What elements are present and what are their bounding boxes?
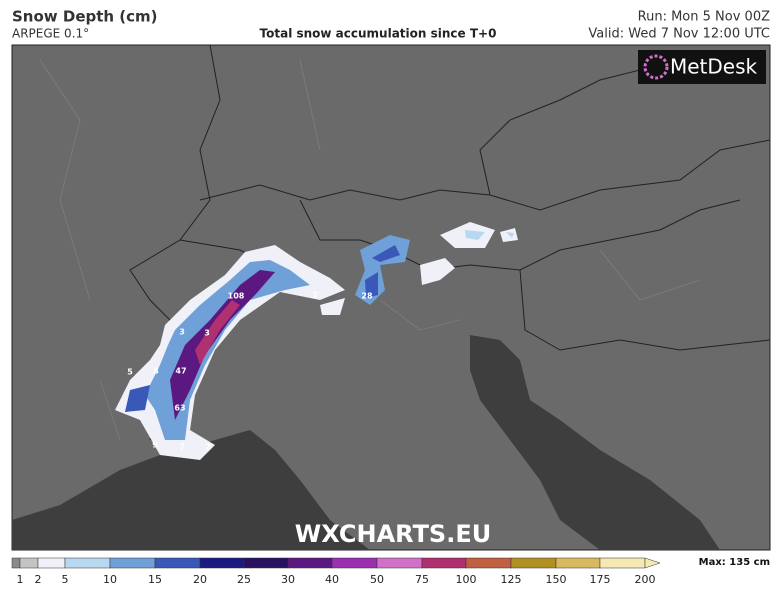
max-label: Max: 135 cm xyxy=(699,557,770,568)
spot-value: 7 xyxy=(179,443,185,452)
spot-value: 28 xyxy=(361,292,373,301)
legend-tick-label: 150 xyxy=(546,573,567,586)
legend-tick-label: 5 xyxy=(62,573,69,586)
spot-value: 63 xyxy=(174,404,185,413)
title: Snow Depth (cm) xyxy=(12,8,158,26)
model: ARPEGE 0.1° xyxy=(12,27,89,41)
legend-swatch xyxy=(465,557,512,569)
legend-swatch xyxy=(421,557,467,569)
legend-tick-label: 20 xyxy=(193,573,207,586)
legend-swatch xyxy=(11,557,21,569)
spot-value: 47 xyxy=(175,367,186,376)
legend-tick-label: 1 xyxy=(17,573,24,586)
legend-swatch xyxy=(555,557,601,569)
legend-swatch xyxy=(287,557,333,569)
logo-box: MetDesk xyxy=(638,50,766,84)
legend-swatch xyxy=(64,557,111,569)
legend-tick-label: 175 xyxy=(590,573,611,586)
run: Run: Mon 5 Nov 00Z xyxy=(638,10,770,25)
legend-tick-label: 125 xyxy=(501,573,522,586)
spot-value: 3 xyxy=(204,329,210,338)
spot-value: 2 xyxy=(205,443,211,452)
spot-value: 108 xyxy=(228,292,245,301)
legend-tick-label: 100 xyxy=(456,573,477,586)
legend-tick-label: 2 xyxy=(35,573,42,586)
legend-swatch xyxy=(37,557,66,569)
legend-swatch xyxy=(19,557,39,569)
legend-swatch xyxy=(154,557,201,569)
legend-tick-label: 30 xyxy=(281,573,295,586)
legend-arrow xyxy=(644,557,661,569)
legend-swatch xyxy=(243,557,289,569)
legend-tick-label: 200 xyxy=(635,573,656,586)
subtitle: Total snow accumulation since T+0 xyxy=(260,27,497,41)
logo: MetDesk xyxy=(670,55,758,79)
legend-swatch xyxy=(199,557,245,569)
legend-tick-label: 10 xyxy=(103,573,117,586)
legend-swatch xyxy=(510,557,557,569)
snow xyxy=(115,222,518,460)
valid: Valid: Wed 7 Nov 12:00 UTC xyxy=(588,27,770,42)
legend-swatch xyxy=(331,557,378,569)
map: MetDesk WXCHARTS.EU xyxy=(11,44,771,551)
spot-value: 8 xyxy=(153,367,159,376)
spot-value: 2 xyxy=(312,291,318,300)
spot-value: 5 xyxy=(127,368,133,377)
legend-swatch xyxy=(109,557,156,569)
legend-tick-label: 50 xyxy=(370,573,384,586)
spot-value: 9 xyxy=(152,441,158,450)
spot-value: 3 xyxy=(179,328,185,337)
watermark: WXCHARTS.EU xyxy=(295,520,491,548)
legend-tick-label: 75 xyxy=(415,573,429,586)
legend-swatch xyxy=(599,557,646,569)
legend-swatch xyxy=(376,557,423,569)
legend-tick-label: 25 xyxy=(237,573,251,586)
legend-tick-label: 40 xyxy=(325,573,339,586)
legend-tick-label: 15 xyxy=(148,573,162,586)
